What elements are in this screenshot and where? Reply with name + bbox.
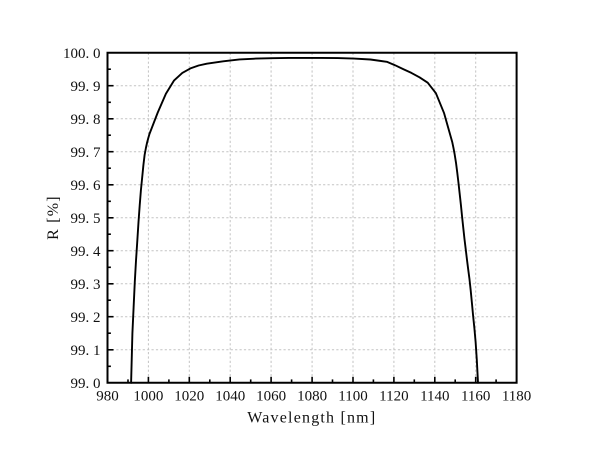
- svg-text:R [%]: R [%]: [45, 195, 62, 240]
- svg-text:99. 3: 99. 3: [71, 277, 101, 293]
- svg-text:99. 4: 99. 4: [71, 244, 102, 260]
- svg-text:100. 0: 100. 0: [63, 46, 101, 62]
- svg-text:99. 8: 99. 8: [71, 112, 101, 128]
- svg-text:1080: 1080: [297, 388, 327, 404]
- svg-text:1020: 1020: [174, 388, 204, 404]
- svg-text:99. 0: 99. 0: [71, 376, 101, 392]
- svg-text:99. 6: 99. 6: [71, 178, 102, 194]
- svg-text:1180: 1180: [502, 388, 531, 404]
- svg-text:980: 980: [96, 388, 119, 404]
- svg-text:1100: 1100: [338, 388, 367, 404]
- svg-text:1060: 1060: [256, 388, 286, 404]
- svg-text:99. 7: 99. 7: [71, 145, 102, 161]
- svg-text:1160: 1160: [461, 388, 490, 404]
- svg-text:99. 9: 99. 9: [71, 79, 101, 95]
- svg-text:1000: 1000: [133, 388, 163, 404]
- svg-text:99. 5: 99. 5: [71, 211, 101, 227]
- svg-text:1120: 1120: [379, 388, 408, 404]
- svg-text:99. 2: 99. 2: [71, 310, 101, 326]
- svg-text:1140: 1140: [420, 388, 449, 404]
- svg-text:Wavelength [nm]: Wavelength [nm]: [247, 409, 376, 426]
- svg-text:99. 1: 99. 1: [71, 343, 101, 359]
- svg-text:1040: 1040: [215, 388, 245, 404]
